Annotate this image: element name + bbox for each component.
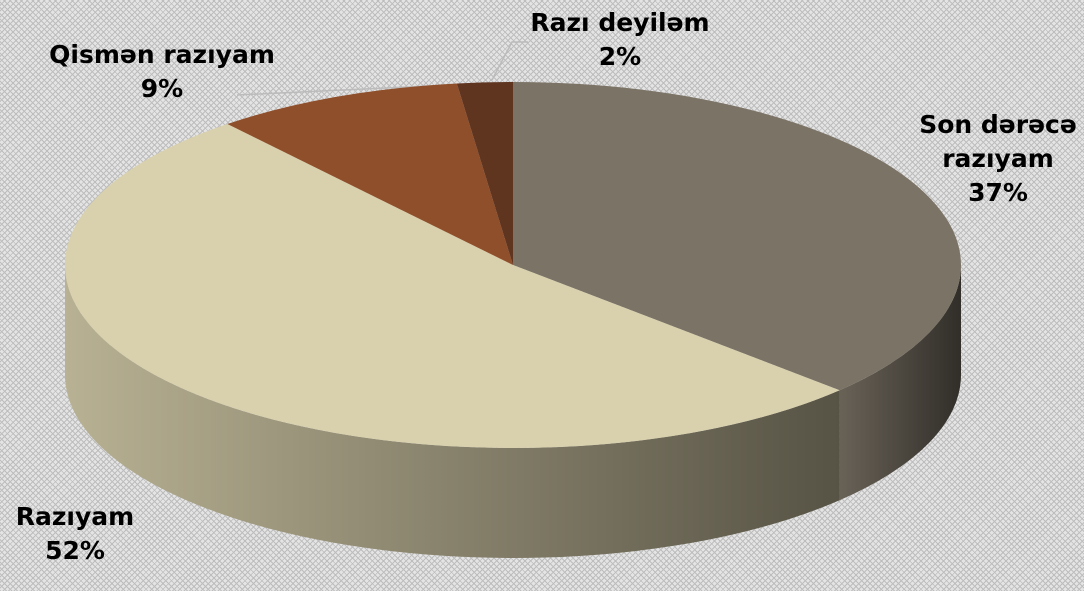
pie-side [839, 265, 961, 501]
pie-slice [456, 82, 513, 265]
data-label: Qismən razıyam 9% [32, 38, 292, 106]
category-label: Qismən razıyam [49, 40, 275, 69]
category-label: Son dərəcə razıyam [919, 110, 1077, 173]
data-label: Son dərəcə razıyam 37% [908, 108, 1084, 210]
value-label: 37% [968, 178, 1028, 207]
pie-side [65, 265, 840, 558]
pie-slice [64, 123, 840, 449]
pie-slice [513, 82, 961, 391]
category-label: Razı deyiləm [530, 8, 710, 37]
pie-slice [227, 83, 513, 265]
leader-line [491, 41, 528, 81]
value-label: 52% [45, 536, 105, 565]
data-label: Razıyam 52% [0, 500, 155, 568]
value-label: 2% [598, 42, 642, 71]
data-label: Razı deyiləm 2% [520, 6, 720, 74]
value-label: 9% [140, 74, 184, 103]
category-label: Razıyam [15, 502, 135, 531]
pie [64, 82, 961, 558]
